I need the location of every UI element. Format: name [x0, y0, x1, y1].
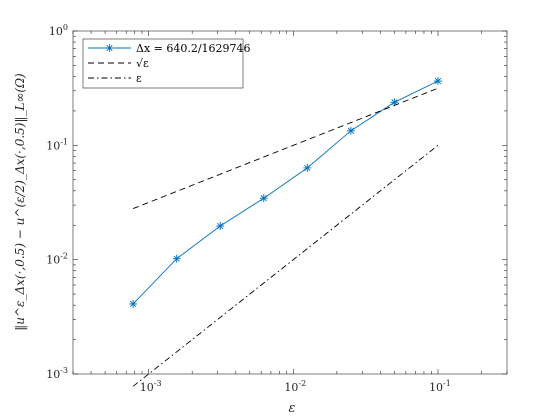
series-line-2 [132, 144, 439, 387]
series-0-point-4 [303, 163, 312, 172]
legend-label-2: ε [136, 72, 142, 85]
tick-labels: 10-3 10-2 10-1 10-3 10-2 10-1 100 [46, 23, 451, 394]
legend: Δx = 640.2/1629746 √ε ε [82, 38, 251, 89]
y-axis-title: ‖u^ε_Δx(·,0.5) − u^(ε/2)_Δx(·,0.5)‖_L∞(Ω… [13, 73, 27, 331]
series-0-point-0 [129, 299, 138, 308]
axes-layer [72, 30, 508, 375]
x-tick-label: 10-2 [284, 379, 306, 394]
series-0-point-7 [433, 77, 442, 86]
series-0-point-3 [259, 194, 268, 203]
series-0-point-1 [172, 254, 181, 263]
x-tick-label: 10-3 [140, 379, 162, 394]
series-0-point-2 [216, 221, 225, 230]
y-tick-label: 100 [49, 23, 68, 38]
legend-label-0: Δx = 640.2/1629746 [136, 42, 251, 55]
y-tick-label: 10-3 [46, 366, 68, 381]
series-layer [129, 77, 442, 387]
axes-box [72, 30, 508, 375]
y-tick-label: 10-1 [46, 137, 68, 152]
legend-label-1: √ε [136, 57, 149, 70]
series-0-point-5 [346, 126, 355, 135]
y-tick-label: 10-2 [46, 252, 68, 267]
series-line-1 [132, 87, 439, 210]
x-axis-title: ε [289, 401, 296, 416]
x-tick-label: 10-1 [429, 379, 451, 394]
legend-marker-0 [105, 44, 114, 52]
svg-text:‖u^ε_Δx(·,0.5) − u^(ε/2)_Δx(·,: ‖u^ε_Δx(·,0.5) − u^(ε/2)_Δx(·,0.5)‖_L∞(Ω… [13, 73, 27, 331]
series-line-0 [132, 80, 439, 305]
